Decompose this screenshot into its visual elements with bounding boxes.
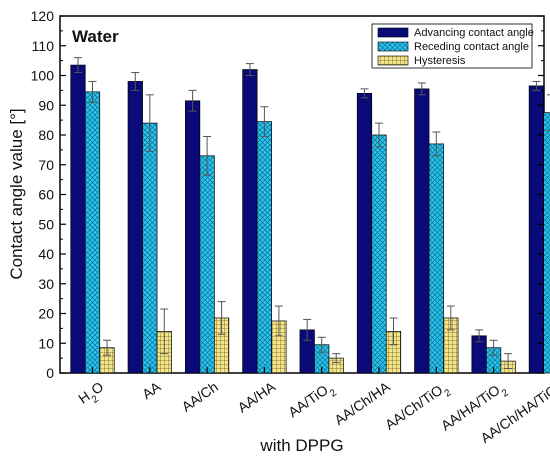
legend-label-hysteresis: Hysteresis: [414, 55, 466, 67]
y-tick-label: 50: [38, 216, 54, 232]
y-tick-label: 0: [46, 365, 54, 381]
bar-crosshatch: [371, 134, 387, 374]
x-axis-title: with DPPG: [259, 436, 343, 455]
bar-solid: [127, 81, 143, 374]
bar-crosshatch: [256, 121, 272, 374]
x-tick-label: AA/HA: [235, 378, 279, 416]
bar-solid: [242, 69, 258, 374]
bar-marks: [70, 57, 550, 374]
x-tick-label: AA: [139, 378, 164, 402]
y-tick-label: 90: [38, 97, 54, 113]
legend-label-receding: Receding contact angle: [414, 41, 529, 53]
y-tick-label: 80: [38, 127, 54, 143]
y-axis: 0 10 20 30 40 50 60 70 80 90 100 110 120: [31, 8, 544, 381]
y-axis-title: Contact angle value [°]: [7, 108, 26, 279]
bar-solid: [528, 85, 545, 374]
y-tick-label: 60: [38, 187, 54, 203]
legend-swatch-advancing: [377, 27, 409, 38]
bar-solid: [356, 92, 373, 374]
bar-solid: [70, 64, 86, 374]
y-tick-label: 70: [38, 157, 54, 173]
bar-crosshatch: [199, 155, 215, 374]
legend-swatch-receding: [377, 41, 409, 52]
chart-title: Water: [72, 27, 119, 46]
bar-solid: [185, 100, 201, 374]
x-tick-label: H2O: [75, 378, 109, 411]
bar-crosshatch: [84, 91, 101, 374]
y-tick-label: 10: [38, 335, 54, 351]
y-tick-label: 20: [38, 306, 54, 322]
y-tick-label: 110: [32, 38, 55, 54]
y-tick-label: 120: [31, 8, 55, 24]
bar-crosshatch: [428, 143, 444, 374]
bar-crosshatch: [142, 122, 158, 374]
y-tick-label: 30: [38, 276, 54, 292]
y-tick-label: 100: [31, 68, 55, 84]
bar-crosshatch: [543, 112, 550, 374]
legend-swatch-hysteresis: [377, 55, 409, 66]
legend: Advancing contact angle Receding contact…: [371, 23, 534, 69]
legend-label-advancing: Advancing contact angle: [414, 27, 534, 39]
bar-solid: [414, 88, 430, 374]
y-tick-label: 40: [38, 246, 54, 262]
x-tick-label: AA/TiO2: [285, 378, 339, 425]
x-tick-label: AA/Ch: [178, 378, 220, 414]
